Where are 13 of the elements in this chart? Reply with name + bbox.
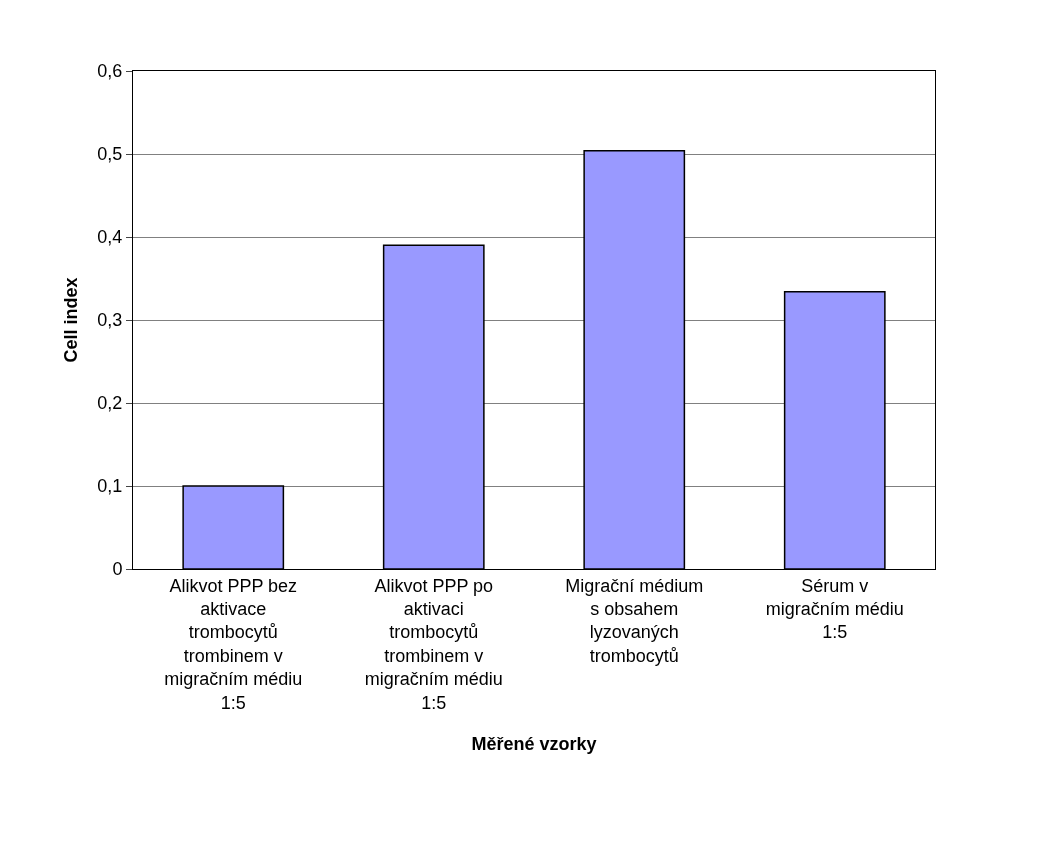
y-tick-label: 0,4 xyxy=(97,227,123,248)
x-tick-label: Alikvot PPP bez aktivace trombocytů trombinem v migračním médiu 1:5 xyxy=(164,575,303,713)
y-axis-title: Cell index xyxy=(60,277,81,363)
x-axis-title: Měřené vzorky xyxy=(471,733,597,754)
x-tick-label: Migrační médium s obsahem lyzovaných trombocytů xyxy=(565,575,704,666)
x-tick-label: Alikvot PPP po aktivaci trombocytů trombinem v migračním médiu 1:5 xyxy=(364,575,503,713)
x-tick-label: Sérum v migračním médiu 1:5 xyxy=(765,575,904,643)
y-tick-label: 0,3 xyxy=(97,310,123,331)
y-tick-label: 0 xyxy=(112,559,123,580)
y-tick-label: 0,6 xyxy=(97,61,123,82)
y-tick-label: 0,2 xyxy=(97,393,123,414)
y-tick-label: 0,1 xyxy=(97,476,123,497)
y-tick-label: 0,5 xyxy=(97,144,123,165)
